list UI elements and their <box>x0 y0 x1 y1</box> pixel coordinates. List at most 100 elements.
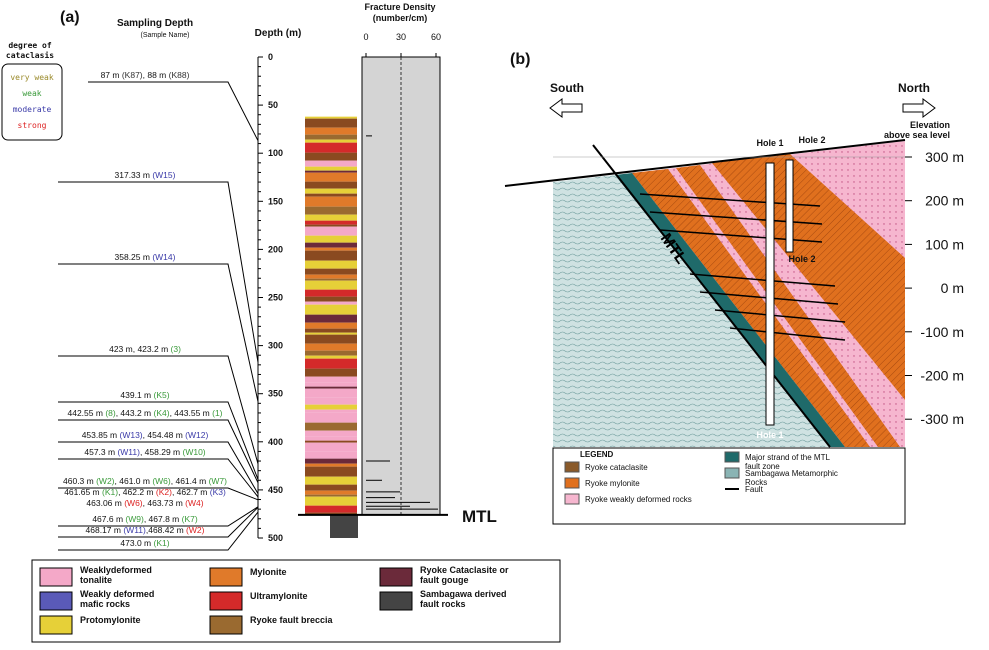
legend-label: fault gouge <box>420 575 469 585</box>
sample-depth: , 467.8 m <box>144 514 182 524</box>
legend-label: Ultramylonite <box>250 591 308 601</box>
hole-label: Hole 1 <box>756 138 783 148</box>
lithology-band <box>305 224 357 227</box>
sample-name: (W14) <box>152 252 175 262</box>
legend-box <box>31 559 561 643</box>
sample-name: (W12) <box>185 430 208 440</box>
sample-label: 457.3 m (W11), 458.29 m (W10) <box>84 447 205 457</box>
y-tick-label: 0 m <box>941 280 964 296</box>
sample-name: (W13) <box>120 430 143 440</box>
lithology-band <box>305 278 357 281</box>
axis-title: Elevation <box>910 120 950 130</box>
legend-swatch <box>209 591 243 611</box>
sample-depth: 442.55 m <box>68 408 106 418</box>
y-tick-label: 200 <box>268 244 283 254</box>
fault <box>659 229 823 243</box>
fault <box>592 144 831 448</box>
sample-label: 442.55 m (8), 443.2 m (K4), 443.55 m (1) <box>68 408 223 418</box>
lithology-band <box>305 496 357 506</box>
lithology-band <box>305 505 357 513</box>
legend-label: fault rocks <box>420 599 466 609</box>
sample-depth: 460.3 m <box>63 476 96 486</box>
sample-label: 423 m, 423.2 m (3) <box>109 344 181 354</box>
sample-label: 317.33 m (W15) <box>115 170 176 180</box>
sample-depth: , 461.4 m <box>171 476 209 486</box>
lithology-band <box>305 226 357 236</box>
panel-label: (a) <box>60 9 80 26</box>
sample-depth: 87 m <box>101 70 122 80</box>
legend-label: Weakly deformed <box>80 589 154 599</box>
sample-label: 439.1 m (K5) <box>120 390 169 400</box>
leader-line <box>58 181 259 363</box>
legend-swatch <box>379 591 413 611</box>
y-tick-label: 500 <box>268 533 283 543</box>
y-tick-label: 250 <box>268 293 283 303</box>
sample-depth: 457.3 m <box>84 447 117 457</box>
y-tick-label: 50 <box>268 100 278 110</box>
sample-depth: 473.0 m <box>120 538 153 548</box>
hole-label: Hole 2 <box>788 254 815 264</box>
lithology-band <box>305 334 357 344</box>
lithology-band <box>305 458 357 464</box>
borehole <box>785 159 794 253</box>
legend-box <box>1 63 63 141</box>
lithology-band <box>330 514 358 538</box>
y-tick-label: 350 <box>268 389 283 399</box>
y-tick-label: 150 <box>268 196 283 206</box>
y-tick-label: -200 m <box>920 368 964 384</box>
sample-depth: 423 m, 423.2 m <box>109 344 170 354</box>
legend-label: Weaklydeformed <box>80 565 152 575</box>
sample-depth: , 462.7 m <box>172 487 210 497</box>
sample-label: 87 m (K87), 88 m (K88) <box>101 70 190 80</box>
sample-name: (W2) <box>96 476 115 486</box>
x-tick-label: 0 <box>363 32 368 42</box>
legend-title: LEGEND <box>580 450 614 459</box>
sample-name: (W11) <box>117 447 140 457</box>
lithology-band <box>305 152 357 161</box>
sample-name: (K1) <box>102 487 118 497</box>
sample-depth: 317.33 m <box>115 170 153 180</box>
leader-line <box>58 511 259 551</box>
lithology-band <box>305 127 357 135</box>
mtl-strand <box>615 173 845 447</box>
mylonite <box>712 154 905 400</box>
sample-name: (W4) <box>185 498 204 508</box>
x-tick-label: 30 <box>396 32 406 42</box>
lithology-band <box>305 301 357 305</box>
y-tick-label: 100 <box>268 148 283 158</box>
leader-line <box>58 506 259 527</box>
lithology-band <box>305 388 357 398</box>
borehole <box>765 162 775 426</box>
leader-line <box>58 401 259 480</box>
legend-swatch <box>209 615 243 635</box>
legend-label: Mylonite <box>250 567 287 577</box>
plot-area <box>361 56 441 516</box>
sample-depth: , 462.2 m <box>118 487 156 497</box>
sample-label: 467.6 m (W9), 467.8 m (K7) <box>92 514 198 524</box>
lithology-band <box>305 170 357 173</box>
sample-name: (K7) <box>182 514 198 524</box>
leader-line <box>88 81 259 141</box>
legend-label: Rocks <box>745 478 767 487</box>
lithology-band <box>305 494 357 497</box>
legend-label: fault zone <box>745 462 780 471</box>
sample-depth: 358.25 m <box>115 252 153 262</box>
leader-line <box>58 355 259 465</box>
sample-label: 453.85 m (W13), 454.48 m (W12) <box>82 430 209 440</box>
sample-label: 473.0 m (K1) <box>120 538 169 548</box>
sample-name: (W6) <box>152 476 171 486</box>
lithology-band <box>305 436 357 441</box>
legend-label: mafic rocks <box>80 599 130 609</box>
sample-depth: 468.17 m <box>86 525 124 535</box>
sample-name: (K2) <box>156 487 172 497</box>
legend-swatch <box>564 477 580 489</box>
y-tick-label: 450 <box>268 485 283 495</box>
arrow <box>549 98 583 118</box>
surface <box>504 139 906 187</box>
lithology-band <box>305 466 357 477</box>
sample-name: (8) <box>105 408 116 418</box>
y-tick-label: 300 <box>268 341 283 351</box>
leader-line <box>58 487 259 501</box>
